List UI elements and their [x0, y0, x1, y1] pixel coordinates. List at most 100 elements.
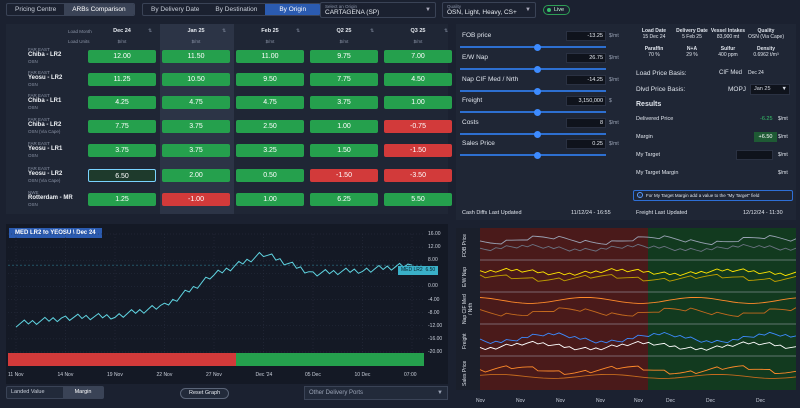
arb-cell[interactable]: 1.00 [384, 96, 452, 109]
arb-cell[interactable]: 6.25 [310, 193, 378, 206]
row-region: FAR EAST [28, 117, 50, 122]
sort-icon[interactable]: ⇅ [370, 28, 375, 34]
arb-cell[interactable]: 7.00 [384, 50, 452, 63]
arb-cell[interactable]: 4.75 [236, 96, 304, 109]
panel-x-tick: Nov [634, 398, 643, 404]
arb-cell[interactable]: 2.50 [236, 120, 304, 133]
field-value-input[interactable]: 0.25 [566, 139, 606, 149]
field-value-input[interactable]: 3,150,000 [566, 96, 606, 106]
field-slider[interactable] [460, 130, 606, 138]
reset-graph-button[interactable]: Reset Graph [180, 388, 230, 399]
arb-cell[interactable]: 1.25 [88, 193, 156, 206]
arb-cell[interactable]: 4.25 [88, 96, 156, 109]
dlvd-month-value: Jan 25 [754, 86, 771, 92]
tab-by-delivery-date[interactable]: By Delivery Date [151, 6, 200, 13]
arb-cell[interactable]: -1.50 [384, 144, 452, 157]
column-month[interactable]: Q3 25 [410, 28, 426, 34]
field-slider[interactable] [460, 87, 606, 95]
field-value-input[interactable]: 8 [566, 118, 606, 128]
arb-cell[interactable]: 11.25 [88, 73, 156, 86]
arb-cell[interactable]: -3.50 [384, 169, 452, 182]
arb-cell[interactable]: 4.75 [162, 96, 230, 109]
tab-by-destination[interactable]: By Destination [215, 6, 258, 13]
origin-select[interactable]: Select an Origin CARTAGENA (SP) ▼ [320, 2, 436, 18]
target-input[interactable] [736, 150, 773, 160]
x-tick-label: 10 Dec [354, 372, 371, 378]
tab-pricing-centre[interactable]: Pricing Centre [15, 6, 57, 13]
arb-cell[interactable]: 1.00 [236, 193, 304, 206]
arb-cell[interactable]: 3.75 [310, 96, 378, 109]
field-value-input[interactable]: -14.25 [566, 75, 606, 85]
tab-arbs-comparison[interactable]: ARBs Comparison [64, 4, 134, 15]
slider-knob[interactable] [534, 151, 542, 159]
arb-cell[interactable]: 1.00 [310, 120, 378, 133]
margin-value: +6.50 [754, 132, 777, 142]
detail-item: N+A 29 % [669, 46, 715, 58]
y-tick-label: -4.00 [428, 296, 440, 303]
dlvd-price-basis-value[interactable]: MOPJ [728, 86, 747, 93]
detail-value: 5 Feb 25 [682, 34, 702, 40]
x-tick-label: 22 Nov [156, 372, 173, 378]
sort-icon[interactable]: ⇅ [222, 28, 227, 34]
field-slider[interactable] [460, 151, 606, 159]
panel-x-tick: Dec [756, 398, 765, 404]
slider-knob[interactable] [534, 43, 542, 51]
slider-knob[interactable] [534, 108, 542, 116]
arb-cell[interactable]: 12.00 [88, 50, 156, 63]
arb-cell[interactable]: 2.00 [162, 169, 230, 182]
x-tick-label: 11 Nov [8, 372, 24, 378]
column-month[interactable]: Q2 25 [336, 28, 352, 34]
sort-icon[interactable]: ⇅ [148, 28, 153, 34]
column-month[interactable]: Feb 25 [261, 28, 279, 34]
arb-cell[interactable]: 3.75 [88, 144, 156, 157]
column-month[interactable]: Dec 24 [113, 28, 131, 34]
field-slider[interactable] [460, 43, 606, 51]
field-slider[interactable] [460, 108, 606, 116]
arb-cell[interactable]: 3.75 [162, 144, 230, 157]
arb-cell[interactable]: 3.25 [236, 144, 304, 157]
arb-cell[interactable]: 1.50 [310, 144, 378, 157]
row-label: FAR EAST Chiba - LR2 OSN (Via Cape) [28, 117, 61, 134]
dlvd-month-select[interactable]: Jan 25 ▼ [750, 84, 790, 95]
delivered-price-value: -6.25 [760, 116, 773, 122]
slider-knob[interactable] [534, 65, 542, 73]
arb-cell[interactable]: 7.75 [88, 120, 156, 133]
arb-cell[interactable]: 11.00 [236, 50, 304, 63]
quality-select[interactable]: Quality OSN, Light, Heavy, CS+ ▼ [442, 2, 536, 18]
arb-cell[interactable]: 3.75 [162, 120, 230, 133]
mode-landed-value[interactable]: Landed Value [11, 389, 45, 395]
slider-knob[interactable] [534, 87, 542, 95]
sort-icon[interactable]: ⇅ [296, 28, 301, 34]
y-tick-label: 8.00 [428, 257, 438, 264]
arb-cell[interactable]: 5.50 [384, 193, 452, 206]
arb-cell[interactable]: -1.00 [162, 193, 230, 206]
sort-icon[interactable]: ⇅ [444, 28, 449, 34]
row-sub: OSN [28, 153, 38, 158]
arb-cell[interactable]: -0.75 [384, 120, 452, 133]
slider-knob[interactable] [534, 130, 542, 138]
arb-cell[interactable]: 0.50 [236, 169, 304, 182]
live-label: Live [554, 7, 565, 13]
arb-cell[interactable]: 7.75 [310, 73, 378, 86]
column-month[interactable]: Jan 25 [187, 28, 205, 34]
y-tick-label: 0.00 [428, 283, 438, 290]
mode-margin[interactable]: Margin [63, 387, 103, 398]
arb-cell[interactable]: 4.50 [384, 73, 452, 86]
arb-cell[interactable]: 6.50 [88, 169, 156, 182]
series-line-med-lr2 [15, 251, 413, 328]
other-ports-select[interactable]: Other Delivery Ports ▼ [304, 386, 448, 400]
arb-cell[interactable]: 9.75 [310, 50, 378, 63]
arb-cell[interactable]: 9.50 [236, 73, 304, 86]
multi-series-panel: FOB Price E/W Nap Nap CIF Med / Nrth Freigh… [456, 228, 796, 390]
field-unit: $/mt [609, 141, 619, 147]
arb-cell[interactable]: -1.50 [310, 169, 378, 182]
row-label: FAR EAST Yeosu - LR2 OSN (Via Cape) [28, 166, 62, 183]
field-slider[interactable] [460, 65, 606, 73]
tab-by-origin[interactable]: By Origin [265, 4, 321, 15]
field-value-input[interactable]: 26.75 [566, 53, 606, 63]
detail-value: 400 ppm [718, 52, 738, 58]
field-value-input[interactable]: -13.25 [566, 31, 606, 41]
x-tick-label: 07:00 [404, 372, 417, 378]
arb-cell[interactable]: 11.50 [162, 50, 230, 63]
arb-cell[interactable]: 10.50 [162, 73, 230, 86]
